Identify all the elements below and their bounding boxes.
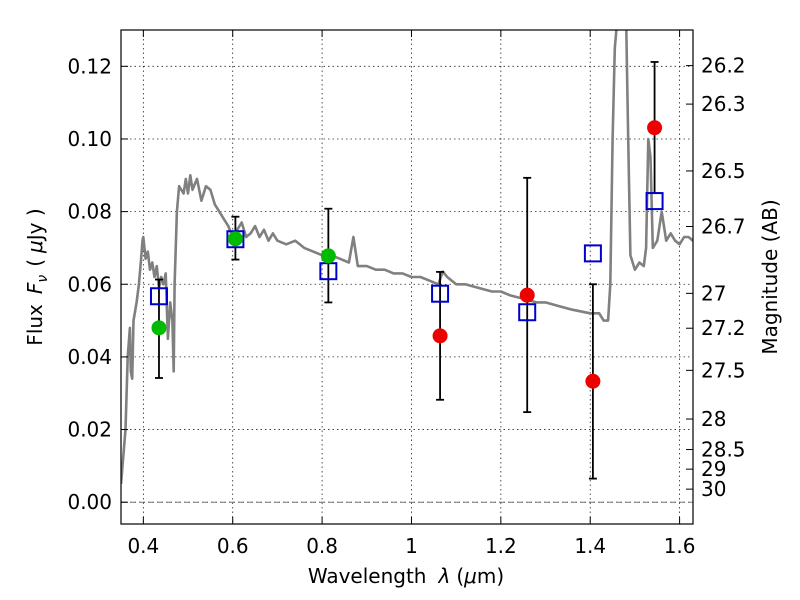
magnitude-tick-label: 26.7 xyxy=(701,215,746,239)
magnitude-tick-label: 26.5 xyxy=(701,159,746,183)
red-data-point xyxy=(647,120,663,136)
y-tick-label: 0.00 xyxy=(67,490,112,514)
red-data-point xyxy=(519,287,535,303)
model-square-marker xyxy=(431,284,450,303)
x-tick-label: 0.8 xyxy=(306,534,338,558)
y-tick-label: 0.10 xyxy=(67,127,112,151)
x-axis-ticks: 0.4 0.6 0.8 1 1.2 1.4 1.6 xyxy=(127,30,696,558)
magnitude-tick-label: 26.3 xyxy=(701,92,746,116)
y-axis-title-unit-rest: Jy ) xyxy=(23,208,47,242)
model-square-marker xyxy=(226,230,245,249)
y-axis-ticks: 0.00 0.02 0.04 0.06 0.08 0.10 0.12 xyxy=(67,54,128,514)
green-data-point xyxy=(151,320,167,336)
plot-frame xyxy=(120,29,694,525)
x-tick-label: 1.4 xyxy=(574,534,606,558)
magnitude-tick-label: 28 xyxy=(701,407,726,431)
x-axis-title-unit-open: ( xyxy=(456,564,464,588)
model-square-marker xyxy=(583,244,602,263)
x-tick-label: 1.6 xyxy=(664,534,696,558)
y-axis-title: Flux Fν ( μJy ) xyxy=(23,208,51,345)
magnitude-axis-title: Magnitude (AB) xyxy=(758,199,782,354)
x-axis-title-symbol: λ xyxy=(437,564,450,588)
y-tick-label: 0.12 xyxy=(67,54,112,78)
red-data-point xyxy=(432,328,448,344)
x-tick-label: 1 xyxy=(405,534,418,558)
model-spectrum xyxy=(121,30,693,485)
y-axis-title-subscript: ν xyxy=(35,275,51,283)
x-axis-title-unit-rest: m) xyxy=(477,564,504,588)
model-square-marker xyxy=(518,303,537,322)
y-tick-label: 0.08 xyxy=(67,200,112,224)
x-axis-title-unit-mu: μ xyxy=(463,564,477,588)
model-square-marker xyxy=(149,287,168,306)
magnitude-tick-label: 30 xyxy=(701,477,726,501)
magnitude-tick-label: 28.5 xyxy=(701,438,746,462)
x-tick-label: 0.6 xyxy=(217,534,249,558)
y-axis-title-text: Flux xyxy=(23,304,47,346)
x-tick-label: 0.4 xyxy=(127,534,159,558)
magnitude-tick-label: 27 xyxy=(701,281,726,305)
x-axis-title: Wavelength λ (μm) xyxy=(308,564,504,588)
magnitude-tick-label: 29 xyxy=(701,457,726,481)
y-axis-title-unit-mu: μ xyxy=(23,240,47,254)
x-tick-label: 1.2 xyxy=(485,534,517,558)
observed-points xyxy=(151,120,663,389)
magnitude-tick-label: 27.5 xyxy=(701,358,746,382)
model-photometry-squares xyxy=(149,192,664,322)
y-axis-title-unit-open: ( xyxy=(23,259,47,267)
green-data-point xyxy=(320,248,336,264)
model-square-marker xyxy=(645,192,664,211)
y-tick-label: 0.06 xyxy=(67,272,112,296)
magnitude-tick-label: 27.2 xyxy=(701,316,746,340)
y-tick-label: 0.02 xyxy=(67,418,112,442)
model-spectrum-line xyxy=(121,30,693,485)
magnitude-tick-label: 26.2 xyxy=(701,54,746,78)
red-data-point xyxy=(585,373,601,389)
x-axis-title-text: Wavelength xyxy=(308,564,427,588)
grid-lines xyxy=(121,30,693,524)
y-axis-title-symbol: F xyxy=(23,282,47,294)
green-data-point xyxy=(227,231,243,247)
y-tick-label: 0.04 xyxy=(67,345,112,369)
